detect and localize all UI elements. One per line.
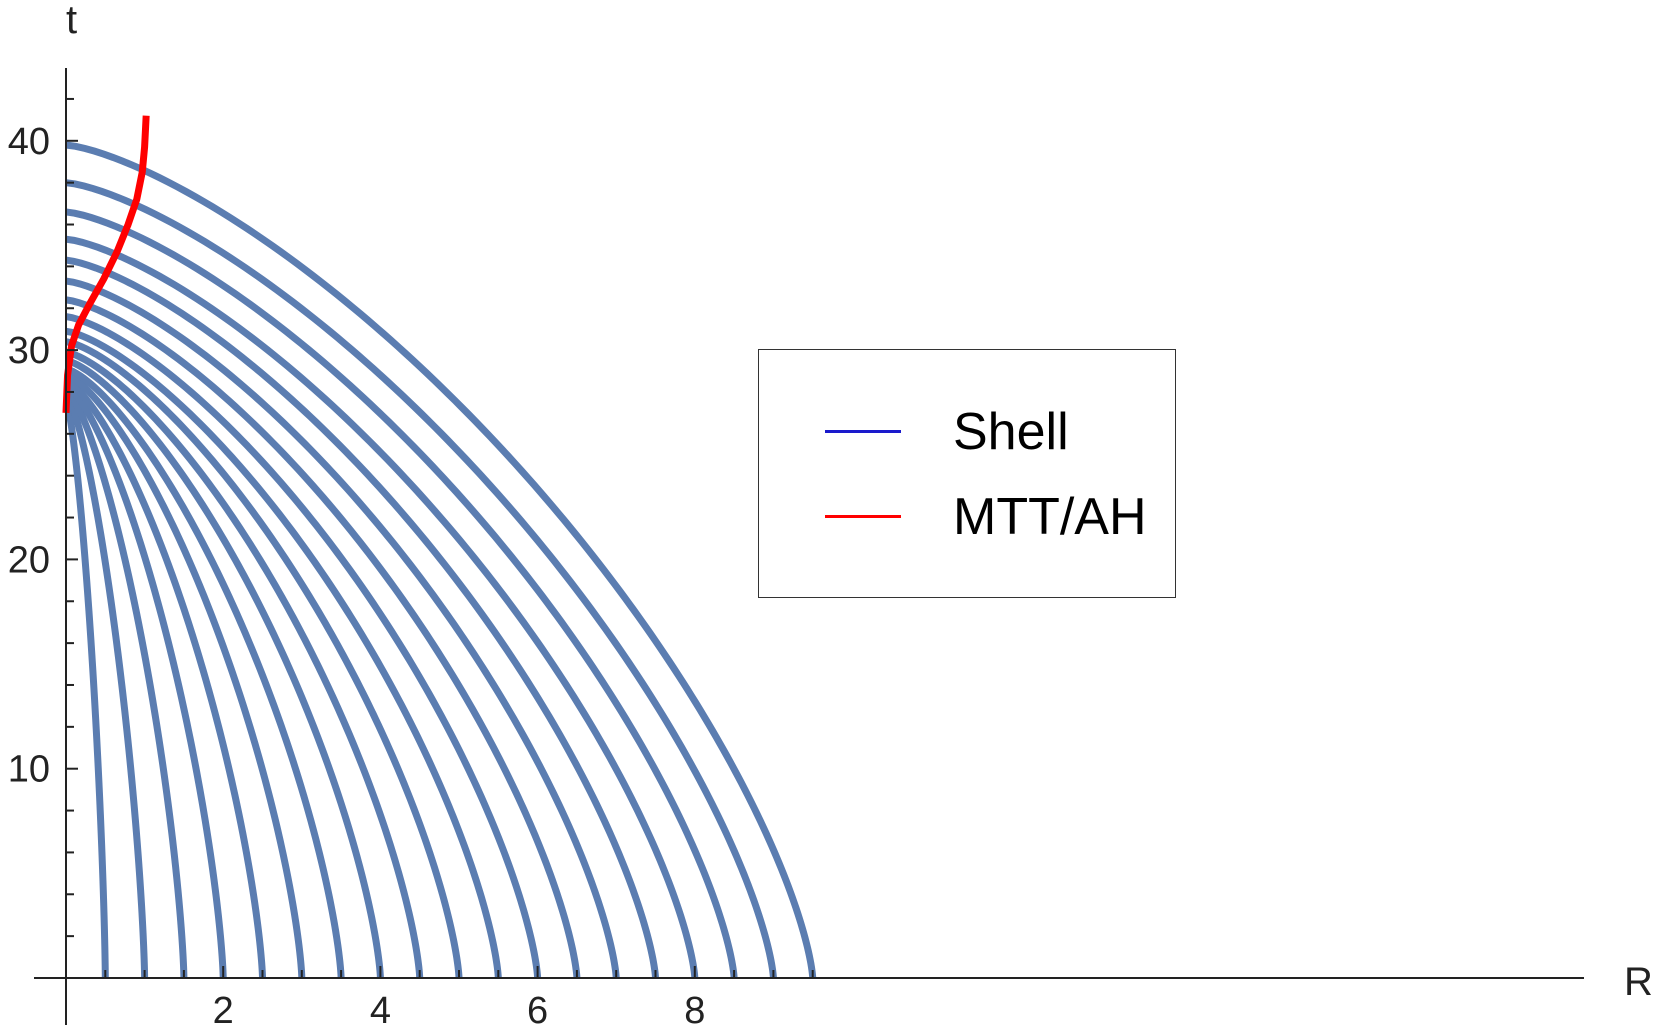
shell-curve	[64, 386, 188, 979]
shell-curve	[65, 338, 463, 979]
y-tick-label: 30	[8, 330, 50, 372]
x-ticks: 2 4 6 8	[104, 966, 814, 1032]
shell-curve	[65, 256, 659, 979]
shell-curves	[62, 141, 817, 979]
shell-curve	[65, 313, 542, 979]
shell-curve	[62, 398, 109, 979]
x-tick-label: 6	[527, 990, 548, 1032]
shell-curve	[65, 277, 620, 979]
x-tick-label: 8	[684, 990, 705, 1032]
legend-swatch-shell	[825, 430, 901, 433]
shell-curve	[65, 141, 817, 979]
shell-curve	[65, 208, 738, 979]
shell-curve	[64, 371, 306, 979]
y-tick-label: 20	[8, 539, 50, 581]
legend-label-shell: Shell	[953, 403, 1069, 461]
legend-item-mtt-ah: MTT/AH	[759, 477, 1175, 557]
x-axis-title: R	[1624, 960, 1653, 1004]
legend-label-mtt-ah: MTT/AH	[953, 488, 1147, 546]
x-tick-label: 2	[213, 990, 234, 1032]
y-tick-label: 40	[8, 121, 50, 163]
shell-curve	[65, 365, 345, 979]
legend-swatch-mtt-ah	[825, 515, 901, 518]
shell-curve	[65, 235, 699, 979]
legend: Shell MTT/AH	[758, 349, 1176, 598]
axes: 2 4 6 8 10 20 30 40 R t	[8, 0, 1653, 1032]
shell-curve	[65, 179, 777, 979]
shell-curve	[65, 357, 384, 979]
y-axis-title: t	[66, 0, 77, 42]
shell-curve	[65, 348, 424, 979]
x-tick-label: 4	[370, 990, 391, 1032]
shell-curve	[65, 327, 502, 979]
legend-item-shell: Shell	[759, 392, 1175, 472]
shell-curve	[64, 382, 227, 979]
shell-curve	[64, 378, 266, 979]
y-tick-label: 10	[8, 749, 50, 791]
shell-curve	[65, 296, 581, 979]
y-ticks: 10 20 30 40	[8, 97, 78, 938]
shell-curve	[63, 391, 149, 979]
